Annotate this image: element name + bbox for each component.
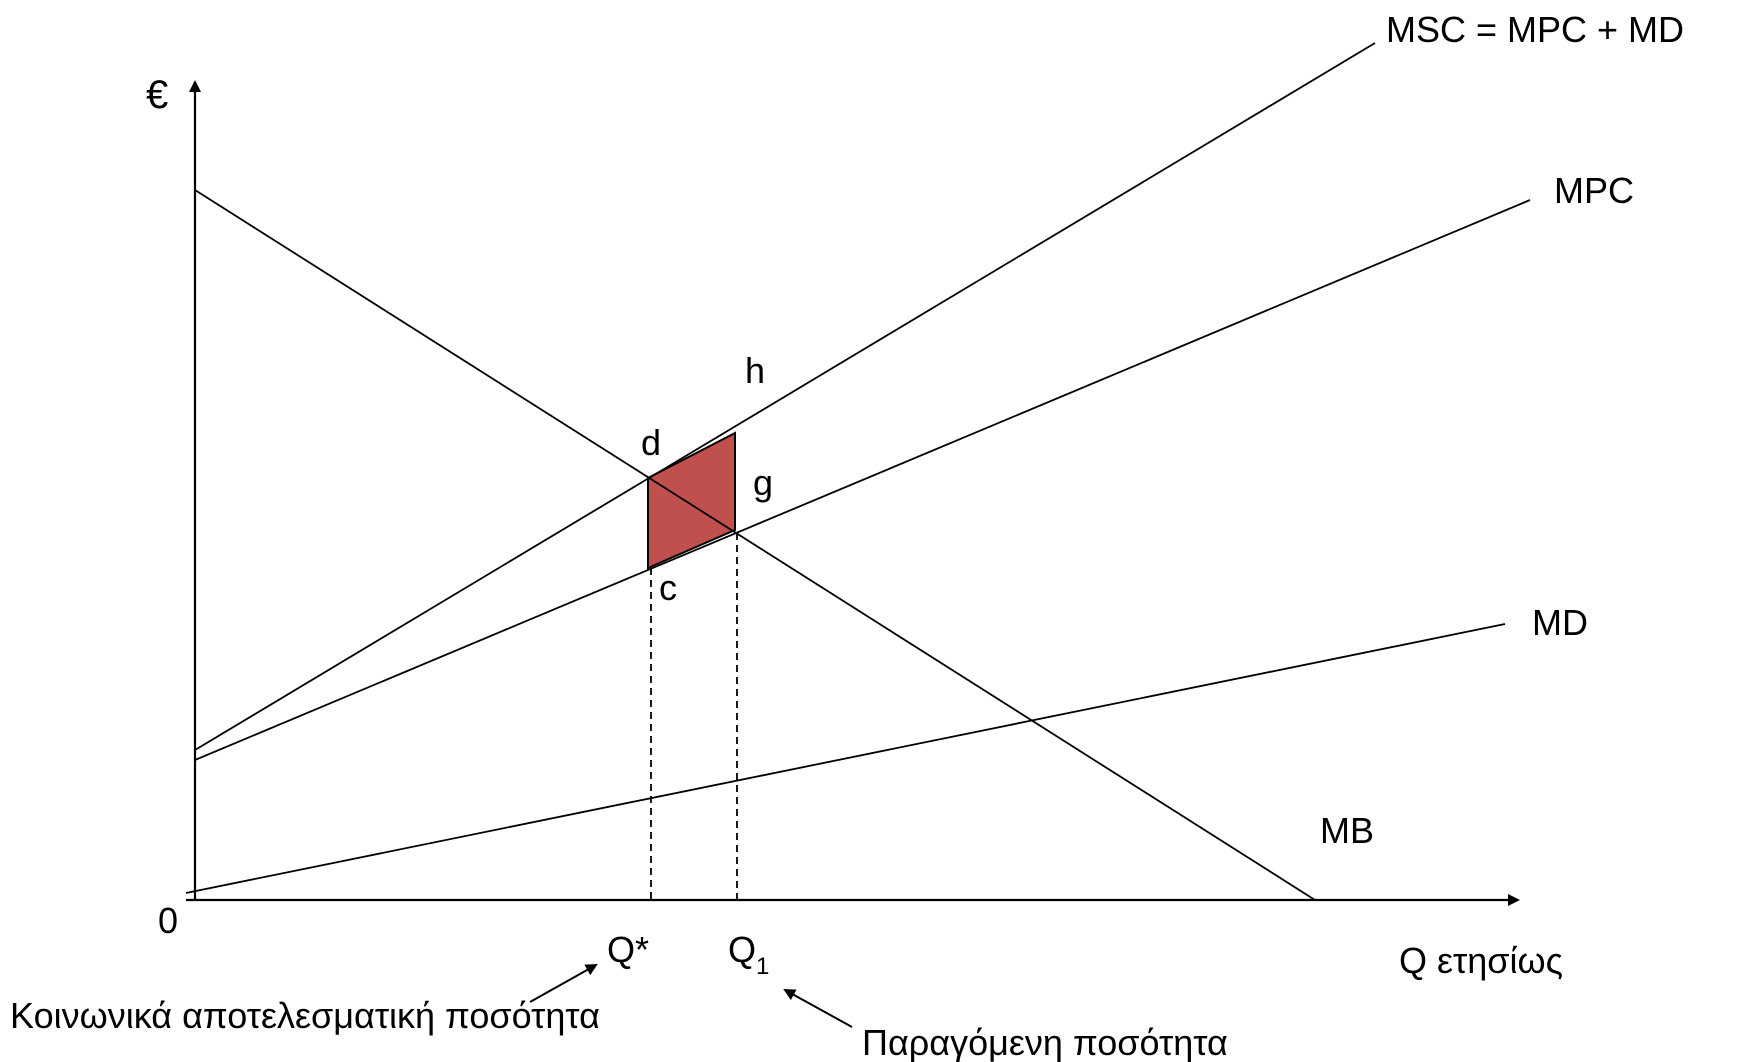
x-axis-label: Q ετησίως [1399, 940, 1563, 981]
efficient-quantity-note: Κοινωνικά αποτελεσματική ποσότητα [10, 995, 600, 1036]
md-label: MD [1532, 602, 1588, 643]
q1-subscript: 1 [756, 953, 769, 980]
mb-label: MB [1320, 810, 1374, 851]
point-g-label: g [753, 462, 773, 503]
msc-label: MSC = MPC + MD [1386, 9, 1684, 50]
msc-curve [194, 42, 1376, 751]
produced-quantity-note: Παραγόμενη ποσότητα [862, 1022, 1228, 1062]
mpc-label: MPC [1554, 170, 1634, 211]
q1-main: Q [728, 929, 756, 970]
q1-label: Q1 [728, 929, 769, 980]
point-c-label: c [659, 567, 677, 608]
q-star-label: Q* [607, 929, 649, 970]
y-axis-label: € [146, 73, 168, 117]
produced-arrow [783, 989, 853, 1028]
efficient-arrow [529, 964, 598, 1003]
point-d-label: d [641, 422, 661, 463]
md-curve [185, 623, 1506, 894]
deadweight-loss-area [647, 431, 736, 570]
origin-label: 0 [158, 900, 178, 941]
point-h-label: h [745, 350, 765, 391]
mpc-curve [194, 199, 1531, 761]
mb-curve [194, 189, 1316, 901]
